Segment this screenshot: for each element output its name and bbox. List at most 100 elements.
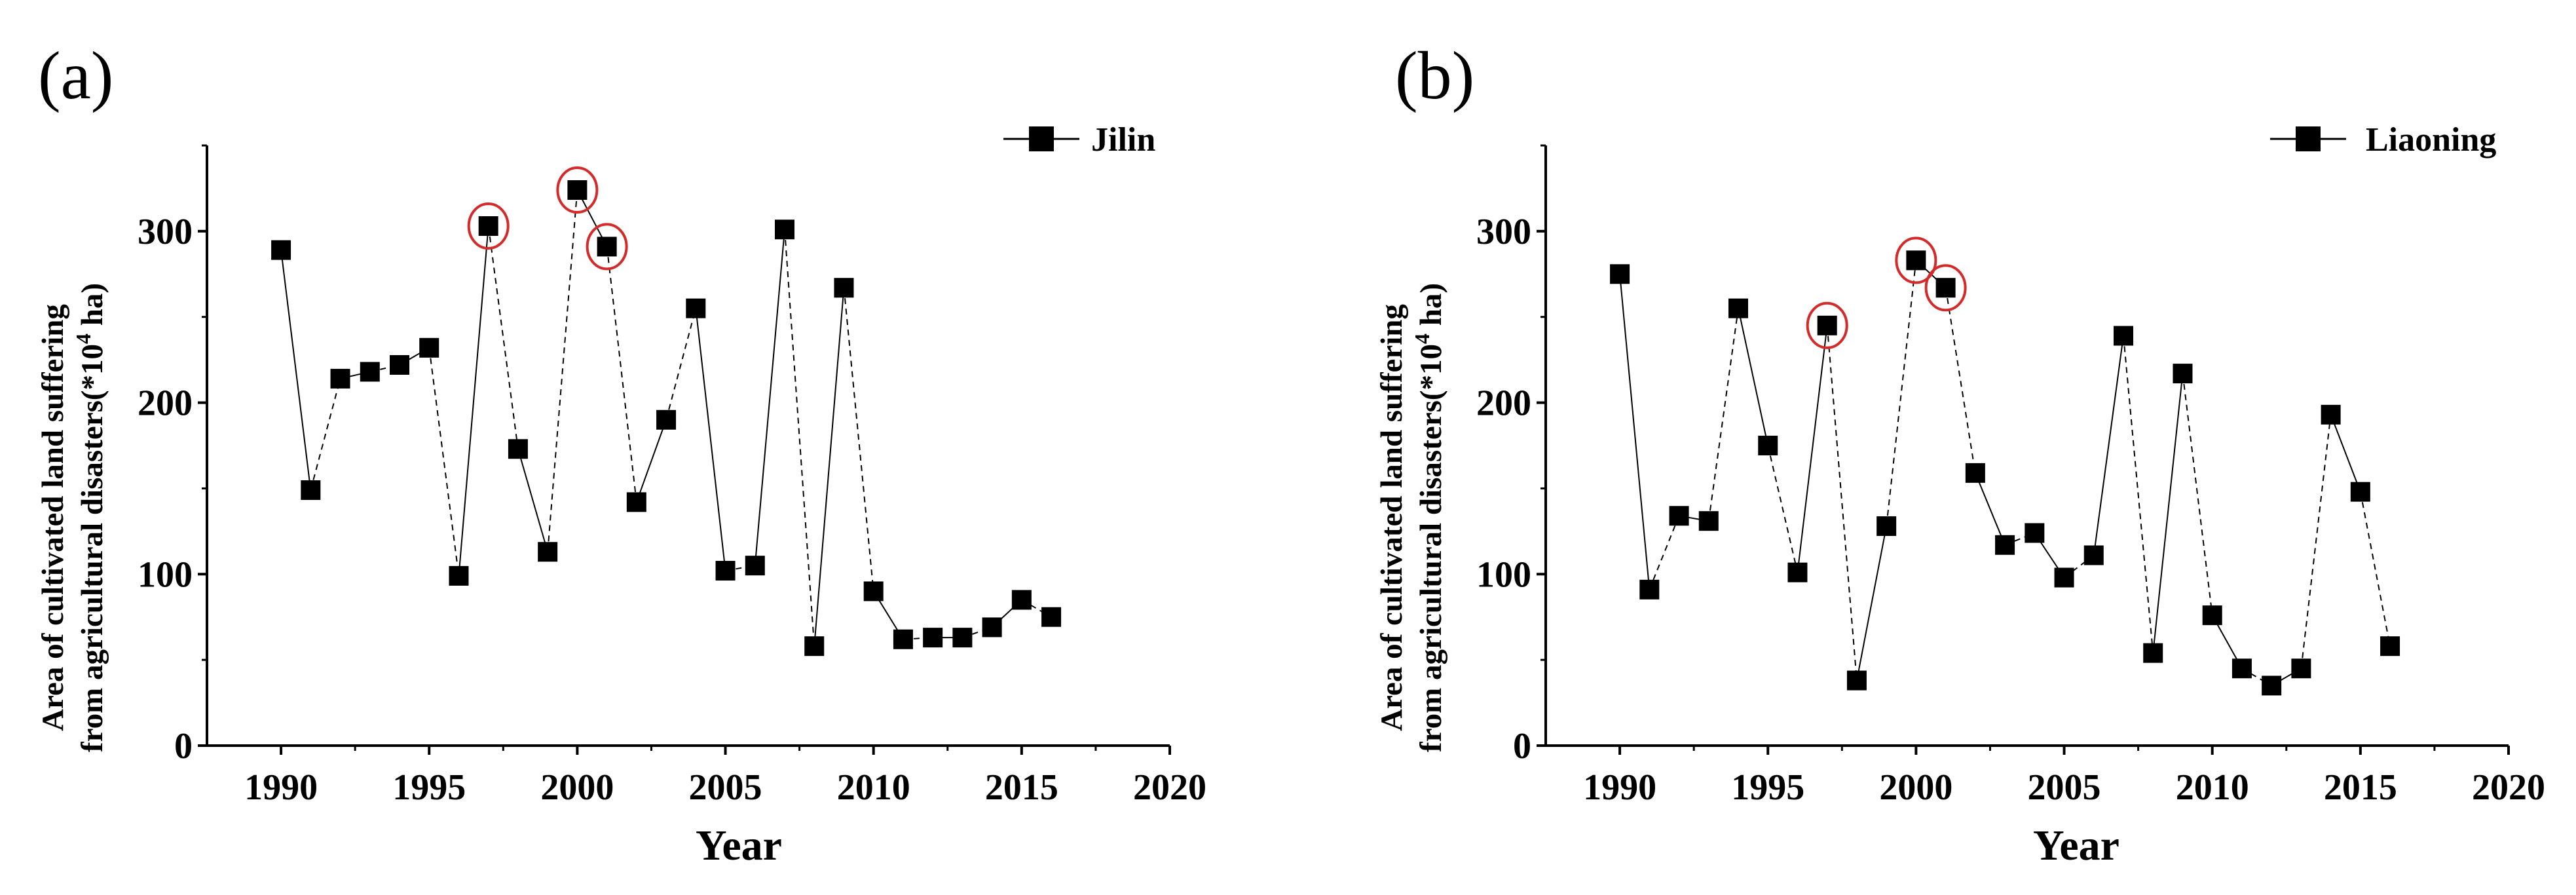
data-point-marker bbox=[686, 298, 706, 318]
data-point-marker bbox=[2380, 636, 2400, 657]
data-point-marker bbox=[1935, 278, 1956, 298]
data-point-marker bbox=[2143, 643, 2163, 663]
series-line-segment bbox=[784, 229, 815, 647]
y-axis-title-line1: Area of cultivated land suffering bbox=[36, 304, 70, 731]
panel-label-a: (a) bbox=[38, 38, 113, 113]
data-point-marker bbox=[1011, 590, 1032, 610]
data-point-marker bbox=[1758, 436, 1778, 455]
data-point-marker bbox=[1639, 579, 1660, 600]
data-point-marker bbox=[301, 480, 321, 501]
y-tick-label: 200 bbox=[138, 383, 193, 424]
legend: Jilin bbox=[1003, 121, 1155, 159]
legend-label: Liaoning bbox=[2366, 121, 2496, 159]
data-point-marker bbox=[1876, 516, 1897, 537]
y-tick-label: 0 bbox=[1513, 726, 1531, 767]
x-axis-title: Year bbox=[696, 822, 782, 869]
x-tick-label: 2020 bbox=[2472, 767, 2545, 808]
series-line-segment bbox=[843, 288, 874, 592]
data-point-marker bbox=[1728, 298, 1748, 318]
series-line-segment bbox=[1856, 525, 1888, 681]
series-line-segment bbox=[1767, 445, 1799, 573]
data-point-marker bbox=[2114, 326, 2133, 346]
data-point-marker bbox=[1787, 562, 1808, 582]
data-point-marker bbox=[419, 337, 439, 358]
x-tick-label: 1995 bbox=[392, 767, 466, 808]
x-tick-label: 1995 bbox=[1731, 767, 1804, 808]
chart-panel-liaoning: (b) Area of cultivated land suffering fr… bbox=[1375, 38, 2545, 869]
y-axis-title-line1: Area of cultivated land suffering bbox=[1375, 304, 1409, 731]
y-tick-label: 100 bbox=[138, 554, 193, 595]
series-line-segment bbox=[813, 288, 845, 647]
data-point-marker bbox=[1965, 463, 1985, 483]
x-tick-label: 2000 bbox=[1879, 767, 1952, 808]
series-line-segment bbox=[310, 378, 341, 491]
x-tick-label: 2005 bbox=[2028, 767, 2101, 808]
highlight-circle bbox=[1895, 237, 1937, 284]
x-tick-label: 2010 bbox=[2176, 767, 2249, 808]
data-point-marker bbox=[271, 240, 291, 260]
data-point-marker bbox=[1669, 506, 1689, 526]
series-line-segment bbox=[1974, 472, 2006, 546]
data-point-marker bbox=[952, 628, 973, 648]
data-point-marker bbox=[508, 439, 528, 459]
data-point-marker bbox=[449, 565, 469, 586]
data-point-marker bbox=[863, 581, 884, 601]
series-line-segment bbox=[2182, 373, 2213, 616]
x-tick-label: 1990 bbox=[244, 767, 318, 808]
legend-marker bbox=[1029, 126, 1054, 151]
series-line-segment bbox=[635, 419, 667, 503]
y-tick-label: 300 bbox=[138, 212, 193, 252]
series-line-segment bbox=[1738, 308, 1769, 446]
data-point-marker bbox=[2321, 404, 2341, 425]
legend-label: Jilin bbox=[1091, 121, 1155, 159]
data-point-marker bbox=[2173, 364, 2193, 384]
y-axis-title-line2: from agricultural disasters(*104 ha) bbox=[1410, 283, 1448, 752]
data-point-marker bbox=[1041, 607, 1062, 627]
series-line-segment bbox=[2152, 373, 2184, 653]
highlight-circle bbox=[467, 202, 510, 250]
highlight-circle bbox=[556, 166, 599, 214]
x-tick-label: 2000 bbox=[540, 767, 614, 808]
data-point-marker bbox=[745, 556, 765, 576]
data-point-marker bbox=[2231, 658, 2252, 679]
series-line-segment bbox=[695, 308, 726, 571]
series-line-segment bbox=[1826, 325, 1857, 681]
series-line-segment bbox=[1886, 260, 1917, 527]
data-point-marker bbox=[775, 219, 794, 240]
data-point-marker bbox=[893, 629, 913, 649]
data-point-marker bbox=[2202, 605, 2222, 626]
series-line-segment bbox=[606, 246, 637, 503]
y-tick-label: 0 bbox=[174, 726, 193, 767]
data-point-marker bbox=[834, 278, 854, 298]
series-line-segment bbox=[2330, 414, 2361, 493]
highlight-circle bbox=[1806, 301, 1848, 349]
series-line-segment bbox=[1649, 515, 1680, 590]
series-line-segment bbox=[428, 347, 460, 577]
series-line-segment bbox=[1797, 325, 1828, 573]
series-line-segment bbox=[1945, 288, 1976, 474]
series-line-segment bbox=[1708, 308, 1739, 522]
series-line-segment bbox=[2359, 491, 2391, 647]
data-point-marker bbox=[2083, 545, 2104, 565]
data-point-marker bbox=[923, 628, 943, 648]
series-line-segment bbox=[754, 229, 785, 566]
data-point-marker bbox=[1610, 264, 1630, 284]
data-point-marker bbox=[2025, 523, 2045, 543]
data-point-marker bbox=[2262, 676, 2282, 696]
data-point-marker bbox=[982, 617, 1002, 638]
data-point-marker bbox=[1817, 315, 1837, 335]
data-point-marker bbox=[626, 492, 646, 512]
x-tick-label: 2020 bbox=[1133, 767, 1206, 808]
x-axis-title: Year bbox=[2033, 822, 2119, 869]
data-point-marker bbox=[2350, 482, 2370, 502]
data-point-marker bbox=[715, 561, 736, 581]
data-point-marker bbox=[478, 216, 498, 237]
series-line-segment bbox=[458, 225, 489, 576]
series-line-segment bbox=[280, 250, 312, 491]
series-line-segment bbox=[2300, 414, 2332, 669]
series-line-segment bbox=[1619, 274, 1651, 590]
highlight-circle bbox=[1924, 264, 1967, 312]
x-tick-label: 2015 bbox=[2324, 767, 2397, 808]
x-tick-label: 1990 bbox=[1583, 767, 1656, 808]
y-tick-label: 200 bbox=[1476, 383, 1531, 424]
